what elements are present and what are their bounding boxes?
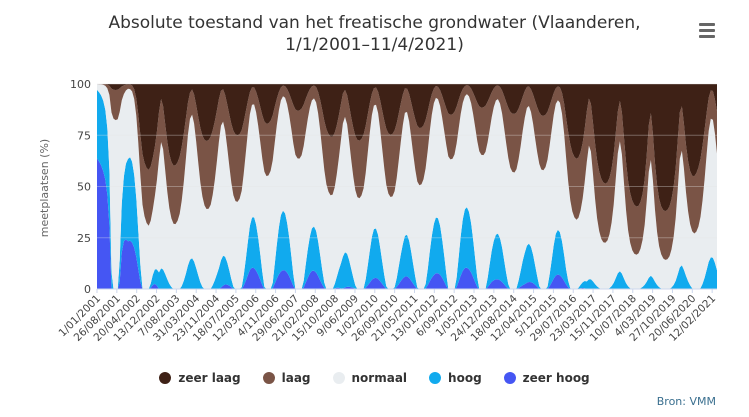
chart-title-line-1: Absolute toestand van het freatische gro… xyxy=(108,13,641,33)
legend-label: zeer hoog xyxy=(522,371,590,385)
legend-item-hoog[interactable]: hoog xyxy=(429,371,482,385)
legend-marker xyxy=(503,372,516,384)
y-tick-label: 75 xyxy=(77,129,91,142)
y-tick-label: 100 xyxy=(70,78,91,91)
series-area-zeer-laag[interactable] xyxy=(97,84,717,212)
legend-marker xyxy=(429,372,442,384)
y-tick-label: 50 xyxy=(77,181,91,194)
legend-marker xyxy=(159,372,172,384)
chart-legend: zeer laag laag normaal hoog zeer hoog xyxy=(0,371,749,385)
source-credit[interactable]: Bron: VMM xyxy=(656,395,716,408)
y-tick-label: 25 xyxy=(77,232,91,245)
chart-title-line-2: 1/1/2001–11/4/2021) xyxy=(285,35,464,55)
chart-areas xyxy=(97,84,717,290)
legend-label: laag xyxy=(281,371,311,385)
legend-label: normaal xyxy=(351,371,408,385)
series-area-laag[interactable] xyxy=(97,84,717,260)
legend-item-laag[interactable]: laag xyxy=(262,371,311,385)
chart-title: Absolute toestand van het freatische gro… xyxy=(0,12,749,56)
y-axis-ticks: 0 25 50 75 100 xyxy=(70,78,91,296)
legend-marker xyxy=(332,372,345,384)
y-tick-label: 0 xyxy=(84,283,91,296)
legend-item-zeer-laag[interactable]: zeer laag xyxy=(159,371,241,385)
series-area-hoog[interactable] xyxy=(97,89,717,290)
x-axis-ticks: 1/01/200126/08/200120/04/200213/12/20027… xyxy=(57,289,718,344)
hamburger-menu-icon[interactable] xyxy=(699,23,715,41)
legend-marker xyxy=(262,372,275,384)
series-area-normaal[interactable] xyxy=(97,84,717,289)
chart-gridlines xyxy=(97,83,717,290)
y-axis-label: meetplaatsen (%) xyxy=(38,139,51,237)
legend-label: hoog xyxy=(448,371,482,385)
legend-item-zeer-hoog[interactable]: zeer hoog xyxy=(503,371,590,385)
legend-label: zeer laag xyxy=(178,371,241,385)
legend-item-normaal[interactable]: normaal xyxy=(332,371,408,385)
